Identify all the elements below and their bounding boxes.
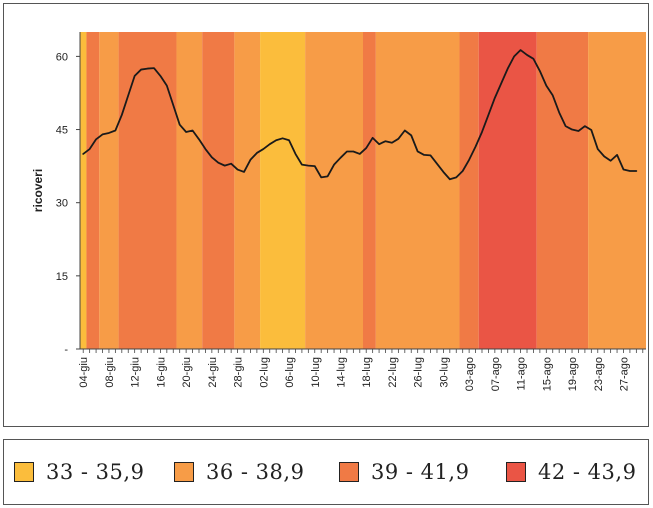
legend-item: 39 - 41,9 <box>339 440 469 504</box>
y-tick-label: 15 <box>56 271 68 283</box>
heat-bands <box>80 32 646 349</box>
heat-band-8 <box>260 32 306 349</box>
legend: 33 - 35,9 36 - 38,9 39 - 41,9 42 - 43,9 <box>3 439 649 505</box>
x-tick-label: 18-lug <box>361 357 373 388</box>
x-tick-label: 12-giu <box>130 357 142 388</box>
x-tick-label: 02-lug <box>258 357 270 388</box>
legend-label: 42 - 43,9 <box>538 460 637 484</box>
legend-label: 39 - 41,9 <box>371 460 470 484</box>
series-line-1 <box>82 49 638 181</box>
legend-item: 36 - 38,9 <box>174 440 304 504</box>
x-tick-label: 23-ago <box>593 357 605 391</box>
y-tick-label: 30 <box>56 198 68 210</box>
x-tick-label: 03-ago <box>464 357 476 391</box>
chart-panel: - 15 30 45 60 04-giu 08-giu 12-giu 16-giu 20-giu 2… <box>3 3 649 427</box>
x-tick-label: 11-ago <box>516 357 528 390</box>
heat-band-2 <box>86 32 100 349</box>
y-tick-label: 60 <box>56 51 68 63</box>
heat-band-3 <box>99 32 119 349</box>
x-tick-label: 16-giu <box>155 357 167 388</box>
heat-band-7 <box>234 32 261 349</box>
heat-band-11 <box>375 32 460 349</box>
heat-band-15 <box>588 32 646 349</box>
heat-band-12 <box>459 32 479 349</box>
heat-band-4 <box>118 32 177 349</box>
heat-band-10 <box>363 32 376 349</box>
legend-swatch <box>174 462 194 482</box>
legend-label: 36 - 38,9 <box>206 460 305 484</box>
x-tick-label: 24-giu <box>207 357 219 388</box>
series-layer <box>82 49 638 181</box>
x-tick-label: 06-lug <box>284 357 296 388</box>
legend-item: 33 - 35,9 <box>14 440 144 504</box>
x-tick-label: 30-lug <box>438 357 450 388</box>
x-tick-label: 26-lug <box>413 357 425 388</box>
x-tick-label: 10-lug <box>310 357 322 388</box>
x-tick-label: 07-ago <box>490 357 502 391</box>
heat-band-5 <box>176 32 203 349</box>
x-tick-label: 08-giu <box>104 357 116 388</box>
legend-item: 42 - 43,9 <box>506 440 636 504</box>
legend-swatch <box>339 462 359 482</box>
x-tick-label: 14-lug <box>335 357 347 388</box>
x-tick-label: 20-giu <box>181 357 193 388</box>
y-tick-label: 45 <box>56 125 68 137</box>
line-chart: - 15 30 45 60 04-giu 08-giu 12-giu 16-giu 20-giu 2… <box>31 32 646 391</box>
legend-label: 33 - 35,9 <box>46 460 145 484</box>
heat-band-1 <box>80 32 87 349</box>
x-tick-label: 28-giu <box>233 357 245 388</box>
legend-swatch <box>14 462 34 482</box>
heat-band-9 <box>305 32 363 349</box>
x-tick-label: 15-ago <box>541 357 553 391</box>
y-axis-title: ricoveri <box>31 169 45 212</box>
x-tick-label: 04-giu <box>78 357 90 388</box>
axes <box>76 32 646 353</box>
legend-swatch <box>506 462 526 482</box>
y-tick-label: - <box>64 344 68 356</box>
heat-band-6 <box>202 32 235 349</box>
heat-band-13 <box>478 32 537 349</box>
axis-labels: - 15 30 45 60 04-giu 08-giu 12-giu 16-giu 20-giu 2… <box>31 51 630 391</box>
x-tick-label: 27-ago <box>618 357 630 391</box>
x-tick-label: 19-ago <box>567 357 579 391</box>
x-tick-label: 22-lug <box>387 357 399 388</box>
